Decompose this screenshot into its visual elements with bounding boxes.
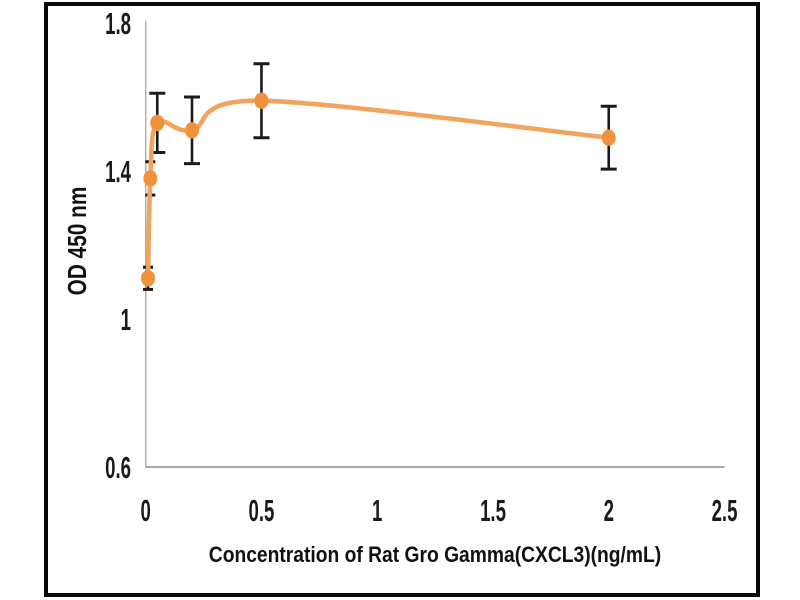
data-point-marker [143, 170, 158, 187]
data-point-marker [254, 92, 269, 109]
x-tick-label: 0 [141, 494, 151, 528]
y-axis-title: OD 450 nm [62, 186, 92, 296]
x-axis-title: Concentration of Rat Gro Gamma(CXCL3)(ng… [208, 542, 662, 567]
y-tick-label: 0.6 [105, 451, 131, 485]
x-tick-label: 2 [604, 494, 614, 528]
x-tick-label: 2.5 [712, 494, 738, 528]
series-line [145, 98, 612, 281]
chart-frame-border [44, 2, 760, 597]
data-point-marker [150, 114, 165, 132]
x-tick-label: 1 [372, 494, 382, 528]
data-point-marker [141, 270, 156, 287]
y-tick-label: 1.4 [105, 155, 131, 189]
y-tick-label: 1 [121, 303, 131, 337]
x-tick-label: 0.5 [249, 494, 275, 528]
y-tick-label: 1.8 [105, 7, 131, 41]
data-point-marker [601, 129, 616, 146]
data-point-marker [185, 122, 200, 139]
x-tick-label: 1.5 [480, 494, 506, 528]
